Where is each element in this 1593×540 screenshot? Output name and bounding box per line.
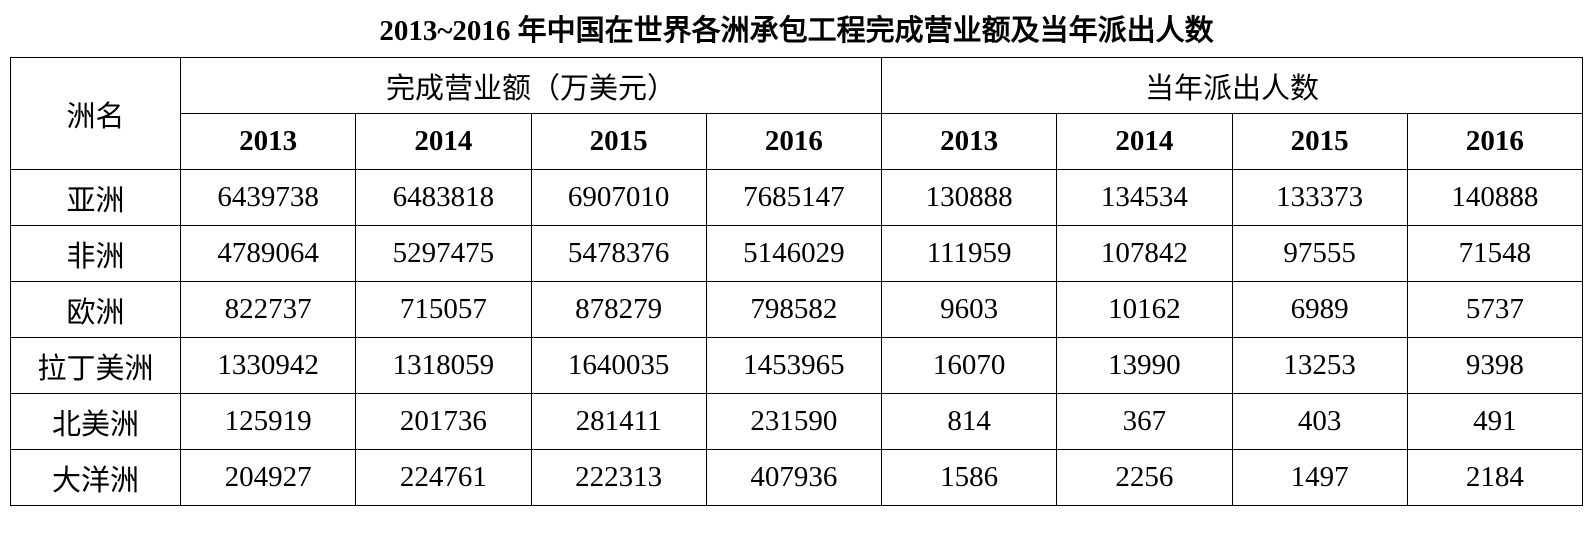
- cell: 5297475: [355, 225, 532, 282]
- cell: 1640035: [530, 337, 707, 394]
- cell: 9603: [880, 281, 1058, 338]
- cell: 5478376: [530, 225, 707, 282]
- year-header: 2013: [880, 113, 1058, 170]
- cell: 403: [1231, 393, 1408, 450]
- cell: 878279: [530, 281, 707, 338]
- cell: 2184: [1406, 449, 1584, 506]
- row-name: 北美洲: [10, 393, 181, 450]
- row-name: 大洋洲: [10, 449, 181, 506]
- cell: 4789064: [179, 225, 357, 282]
- cell: 281411: [530, 393, 707, 450]
- year-header: 2015: [1231, 113, 1408, 170]
- group-header: 完成营业额（万美元）: [180, 57, 882, 114]
- group-header: 当年派出人数: [881, 57, 1583, 114]
- row-name: 非洲: [10, 225, 181, 282]
- table-row: 北美洲 125919 201736 281411 231590 814 367 403 491: [10, 393, 1584, 450]
- year-header: 2013: [179, 113, 357, 170]
- year-header: 2016: [1406, 113, 1584, 170]
- cell: 13990: [1056, 337, 1233, 394]
- cell: 6483818: [355, 169, 532, 226]
- cell: 367: [1056, 393, 1233, 450]
- cell: 1586: [880, 449, 1058, 506]
- cell: 125919: [179, 393, 357, 450]
- cell: 140888: [1406, 169, 1584, 226]
- cell: 204927: [179, 449, 357, 506]
- cell: 2256: [1056, 449, 1233, 506]
- year-header: 2016: [705, 113, 883, 170]
- cell: 231590: [705, 393, 883, 450]
- cell: 130888: [880, 169, 1058, 226]
- cell: 7685147: [705, 169, 883, 226]
- cell: 6989: [1231, 281, 1408, 338]
- row-name: 亚洲: [10, 169, 181, 226]
- data-table: 洲名 完成营业额（万美元） 当年派出人数 2013 2014 2015 2016 2013 2…: [10, 57, 1584, 506]
- cell: 1318059: [355, 337, 532, 394]
- cell: 491: [1406, 393, 1584, 450]
- table-row: 欧洲 822737 715057 878279 798582 9603 10162 6989 5…: [10, 281, 1584, 338]
- year-header: 2014: [355, 113, 532, 170]
- row-name: 拉丁美洲: [10, 337, 181, 394]
- year-header: 2015: [530, 113, 707, 170]
- corner-header: 洲名: [10, 57, 181, 170]
- table-row: 非洲 4789064 5297475 5478376 5146029 111959 1078…: [10, 225, 1584, 282]
- cell: 111959: [880, 225, 1058, 282]
- cell: 5737: [1406, 281, 1584, 338]
- year-header: 2014: [1056, 113, 1233, 170]
- table-row: 大洋洲 204927 224761 222313 407936 1586 2256 1497 2…: [10, 449, 1584, 506]
- cell: 5146029: [705, 225, 883, 282]
- cell: 822737: [179, 281, 357, 338]
- title: 2013~2016 年中国在世界各洲承包工程完成营业额及当年派出人数: [379, 15, 1214, 47]
- cell: 133373: [1231, 169, 1408, 226]
- table-row: 亚洲 6439738 6483818 6907010 7685147 130888 1345…: [10, 169, 1584, 226]
- cell: 201736: [355, 393, 532, 450]
- cell: 6907010: [530, 169, 707, 226]
- cell: 798582: [705, 281, 883, 338]
- cell: 97555: [1231, 225, 1408, 282]
- row-name: 欧洲: [10, 281, 181, 338]
- table-row: 拉丁美洲 1330942 1318059 1640035 1453965 16070 139…: [10, 337, 1584, 394]
- cell: 1497: [1231, 449, 1408, 506]
- cell: 222313: [530, 449, 707, 506]
- cell: 407936: [705, 449, 883, 506]
- cell: 224761: [355, 449, 532, 506]
- cell: 814: [880, 393, 1058, 450]
- cell: 134534: [1056, 169, 1233, 226]
- cell: 71548: [1406, 225, 1584, 282]
- cell: 715057: [355, 281, 532, 338]
- cell: 1453965: [705, 337, 883, 394]
- cell: 13253: [1231, 337, 1408, 394]
- cell: 10162: [1056, 281, 1233, 338]
- cell: 16070: [880, 337, 1058, 394]
- cell: 107842: [1056, 225, 1233, 282]
- cell: 6439738: [179, 169, 357, 226]
- cell: 1330942: [179, 337, 357, 394]
- cell: 9398: [1406, 337, 1584, 394]
